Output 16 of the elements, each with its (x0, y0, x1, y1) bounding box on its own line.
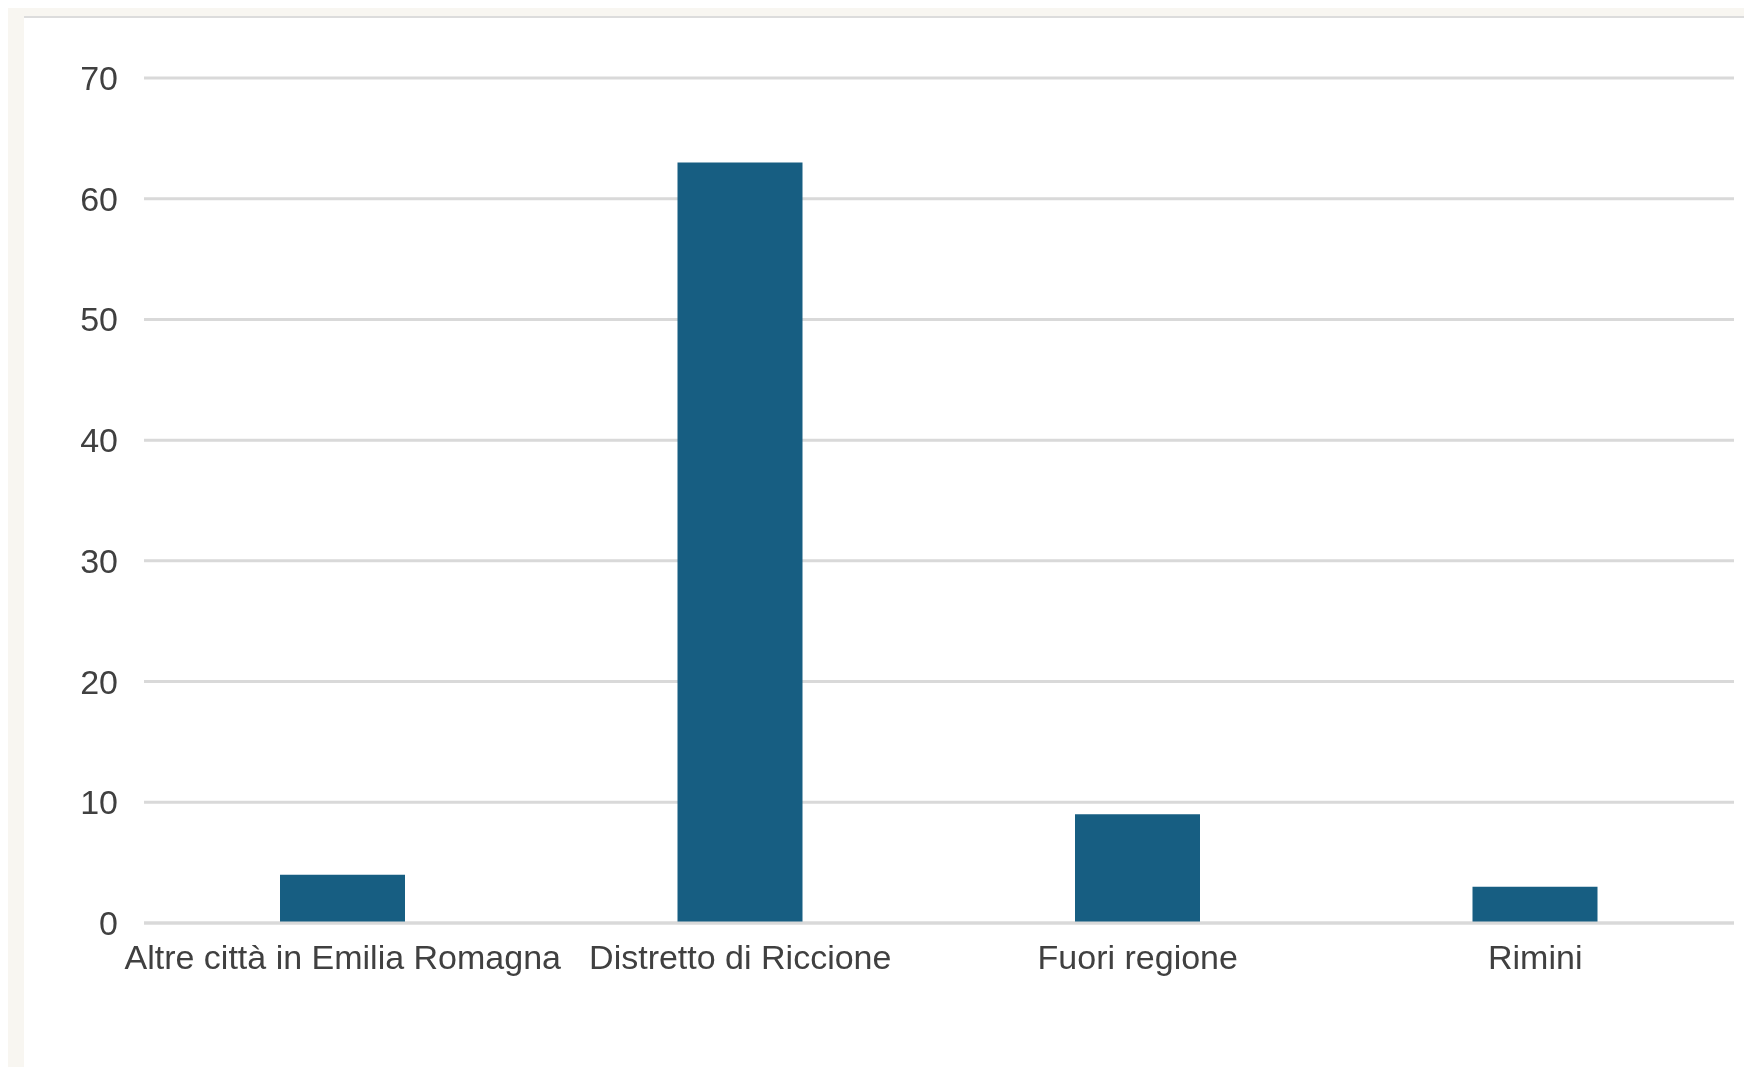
bar (1472, 886, 1598, 923)
x-tick-label: Rimini (1488, 938, 1583, 977)
bar (280, 874, 405, 923)
y-tick-label: 70 (80, 59, 118, 98)
y-tick-label: 20 (80, 662, 118, 701)
y-tick-label: 40 (80, 421, 118, 460)
bar (677, 162, 803, 923)
y-tick-label: 60 (80, 179, 118, 218)
x-tick-label: Distretto di Riccione (589, 938, 892, 977)
y-tick-label: 30 (80, 541, 118, 580)
x-tick-label: Fuori regione (1037, 938, 1238, 977)
y-tick-label: 50 (80, 300, 118, 339)
x-tick-label: Altre città in Emilia Romagna (124, 938, 562, 977)
y-tick-label: 0 (99, 904, 118, 943)
bar (1075, 814, 1200, 923)
y-tick-label: 10 (80, 783, 118, 822)
